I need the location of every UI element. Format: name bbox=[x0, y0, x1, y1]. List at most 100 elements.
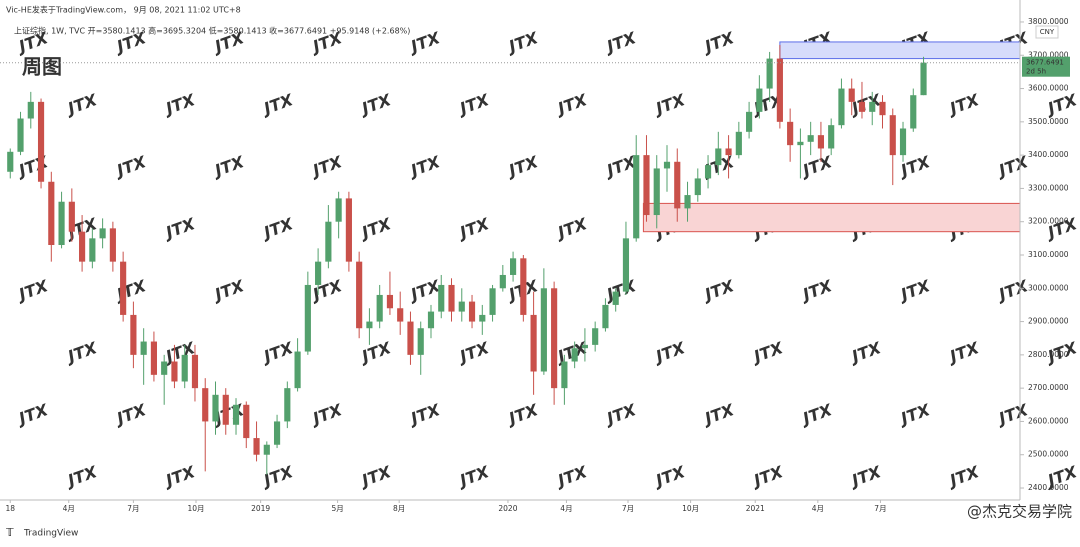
price-zone bbox=[779, 41, 1021, 60]
candle-body bbox=[694, 178, 701, 196]
candle-body bbox=[766, 58, 773, 89]
last-price-label: 3677.6491 bbox=[1026, 59, 1064, 67]
candle-body bbox=[899, 128, 907, 156]
candle-body bbox=[633, 155, 640, 239]
candle-body bbox=[99, 228, 106, 239]
y-tick-label: 2500.0000 bbox=[1028, 450, 1069, 459]
candle-body bbox=[684, 195, 691, 209]
candle-body bbox=[612, 291, 619, 305]
tv-logo: 𝕋 bbox=[6, 526, 14, 539]
footer-watermark: @杰克交易学院 bbox=[967, 503, 1072, 521]
candle-body bbox=[304, 284, 311, 352]
candle-body bbox=[540, 288, 547, 372]
candle-body bbox=[417, 328, 424, 355]
candle-body bbox=[571, 348, 578, 362]
currency-box bbox=[1035, 25, 1059, 39]
candle-body bbox=[294, 351, 301, 389]
candle-body bbox=[468, 301, 476, 322]
candle-body bbox=[202, 388, 209, 422]
candle-body bbox=[222, 394, 229, 425]
countdown: 2d 5h bbox=[1026, 68, 1046, 76]
candle-body bbox=[89, 238, 96, 262]
candle-body bbox=[376, 294, 383, 322]
candle-body bbox=[592, 328, 599, 345]
candle-body bbox=[397, 308, 404, 322]
candle-body bbox=[581, 344, 588, 349]
candle-body bbox=[663, 161, 671, 169]
x-tick-label: 7月 bbox=[127, 504, 139, 513]
candle-body bbox=[725, 148, 732, 156]
y-tick-label: 3100.0000 bbox=[1028, 250, 1069, 259]
x-tick-label: 4月 bbox=[560, 504, 572, 513]
x-tick-label: 10月 bbox=[187, 504, 204, 513]
candle-body bbox=[889, 115, 896, 156]
currency: CNY bbox=[1040, 28, 1055, 36]
candle-body bbox=[787, 121, 794, 146]
candle-body bbox=[109, 228, 116, 262]
candle-body bbox=[120, 261, 127, 315]
candle-body bbox=[263, 444, 270, 455]
candle-body bbox=[253, 438, 260, 455]
candle-body bbox=[756, 88, 763, 112]
candle-body bbox=[458, 301, 465, 312]
y-tick-label: 2800.0000 bbox=[1028, 350, 1069, 359]
plot bbox=[7, 41, 1021, 475]
y-tick-label: 3800.0000 bbox=[1028, 17, 1069, 26]
candle-body bbox=[345, 198, 352, 262]
candle-body bbox=[438, 284, 445, 312]
candle-body bbox=[746, 111, 753, 132]
y-tick-label: 2600.0000 bbox=[1028, 416, 1069, 425]
candle-body bbox=[530, 314, 537, 372]
y-tick-label: 2900.0000 bbox=[1028, 317, 1069, 326]
y-tick-label: 2400.0000 bbox=[1028, 483, 1069, 492]
candle-body bbox=[715, 148, 722, 166]
x-tick-label: 10月 bbox=[682, 504, 699, 513]
candle-body bbox=[643, 155, 650, 216]
candle-body bbox=[735, 131, 742, 156]
candle-body bbox=[551, 288, 558, 389]
candle-body bbox=[161, 361, 168, 375]
candle-body bbox=[150, 341, 158, 375]
candle-body bbox=[807, 135, 814, 142]
candle-body bbox=[130, 314, 137, 355]
x-tick-label: 4月 bbox=[63, 504, 75, 513]
candle-body bbox=[181, 354, 188, 382]
candle-body bbox=[602, 304, 609, 329]
x-tick-label: 7月 bbox=[874, 504, 886, 513]
candle-body bbox=[58, 201, 65, 246]
chart-title: 周图 bbox=[22, 55, 62, 79]
candle-body bbox=[212, 394, 219, 422]
y-tick-label: 2700.0000 bbox=[1028, 383, 1069, 392]
candle-body bbox=[479, 314, 486, 322]
candle-body bbox=[27, 101, 34, 119]
candle-body bbox=[284, 388, 291, 422]
price-zone bbox=[642, 202, 1021, 233]
candle-body bbox=[273, 421, 281, 445]
candle-body bbox=[37, 101, 45, 182]
x-tick-label: 2019 bbox=[251, 504, 270, 513]
y-tick-label: 3200.0000 bbox=[1028, 217, 1069, 226]
candle-body bbox=[356, 261, 363, 329]
candle-body bbox=[315, 261, 322, 285]
candle-body bbox=[140, 341, 147, 355]
candle-body bbox=[48, 181, 55, 246]
y-tick-label: 3700.0000 bbox=[1028, 50, 1069, 59]
y-tick-label: 3400.0000 bbox=[1028, 150, 1069, 159]
candle-body bbox=[171, 361, 178, 382]
candle-body bbox=[489, 288, 496, 315]
candle-body bbox=[243, 404, 250, 439]
y-tick-label: 3300.0000 bbox=[1028, 183, 1069, 192]
x-tick-label: 18 bbox=[5, 504, 15, 513]
publisher: Vic-HE发表于TradingView.com， 9月 08, 2021 11… bbox=[6, 5, 241, 15]
x-tick-label: 7月 bbox=[622, 504, 634, 513]
candle-body bbox=[17, 118, 24, 152]
footer-logo: TradingView bbox=[23, 529, 78, 539]
candle-body bbox=[448, 284, 455, 312]
candle-body bbox=[510, 258, 517, 275]
candle-body bbox=[848, 88, 855, 102]
candle-body bbox=[7, 151, 14, 172]
y-tick-label: 3500.0000 bbox=[1028, 117, 1069, 126]
last-price-box bbox=[1022, 56, 1070, 77]
